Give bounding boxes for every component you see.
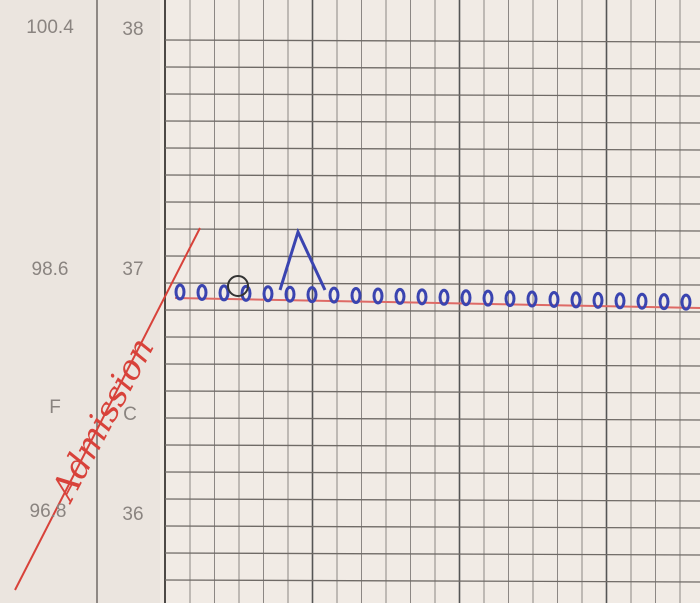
c-label: 37 <box>122 259 143 280</box>
c-label: 36 <box>122 504 143 525</box>
c-label: 38 <box>122 19 143 40</box>
c-unit: C <box>123 404 137 425</box>
f-unit: F <box>49 397 61 418</box>
f-label: 98.6 <box>32 259 69 280</box>
chart-photo: Admission 100.4 38 98.6 37 F C 96.8 36 <box>0 0 700 603</box>
f-label: 96.8 <box>30 501 67 522</box>
f-label: 100.4 <box>26 17 74 38</box>
